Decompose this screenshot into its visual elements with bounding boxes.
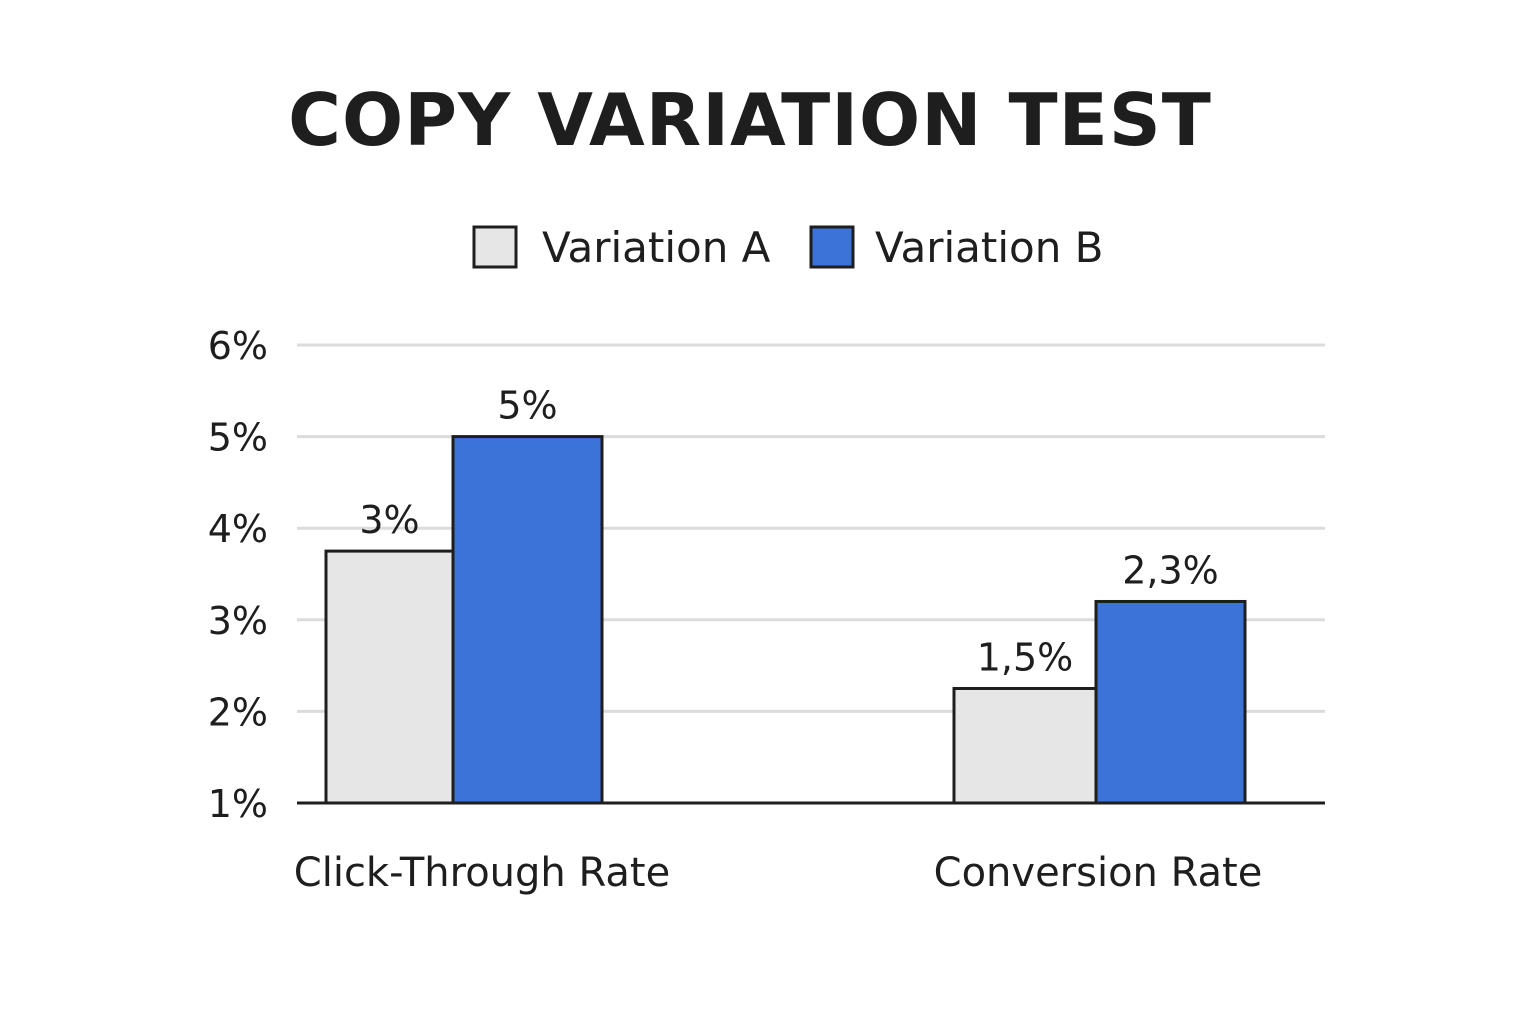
y-tick-label: 1% xyxy=(208,782,268,826)
bar-value-label: 3% xyxy=(359,498,419,542)
bar-value-label: 5% xyxy=(497,384,557,428)
bar-value-label: 2,3% xyxy=(1122,548,1219,592)
bars: 3% 5% 1,5% 2,3% xyxy=(324,384,1247,805)
x-axis: Click-Through Rate Conversion Rate xyxy=(294,801,1325,896)
category-label: Conversion Rate xyxy=(934,850,1263,896)
chart-title: COPY VARIATION TEST xyxy=(288,78,1212,162)
y-tick-label: 5% xyxy=(208,416,268,460)
legend-label: Variation A xyxy=(542,223,771,272)
bar-variation-a xyxy=(324,549,455,805)
bar-variation-b xyxy=(1094,599,1247,805)
legend-label: Variation B xyxy=(875,223,1104,272)
bar-variation-a xyxy=(952,687,1098,805)
bar-value-label: 1,5% xyxy=(977,636,1074,680)
y-axis: 1% 2% 3% 4% 5% 6% xyxy=(208,324,268,826)
y-tick-label: 4% xyxy=(208,507,268,551)
legend-swatch xyxy=(809,225,855,269)
y-tick-label: 2% xyxy=(208,690,268,734)
category-label: Click-Through Rate xyxy=(294,850,670,896)
legend: Variation A Variation B xyxy=(472,223,1104,272)
bar-variation-b xyxy=(451,435,604,805)
y-tick-label: 3% xyxy=(208,599,268,643)
y-tick-label: 6% xyxy=(208,324,268,368)
legend-swatch xyxy=(472,225,518,269)
